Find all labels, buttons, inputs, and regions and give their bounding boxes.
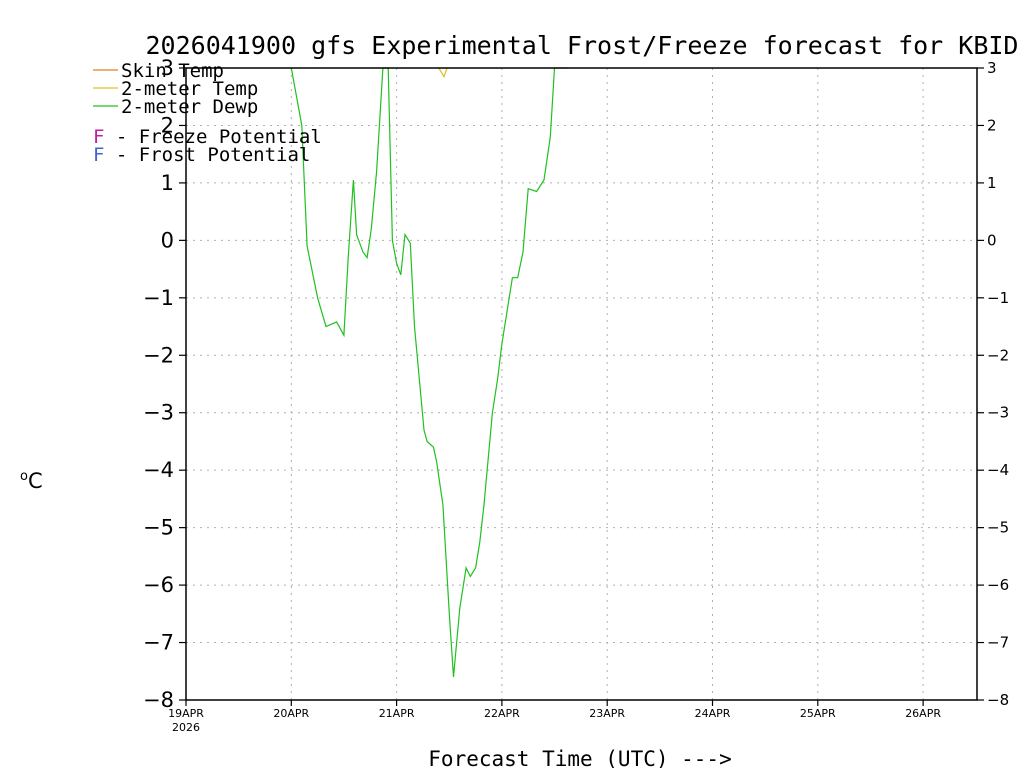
xtick-label-5: 24APR — [695, 707, 731, 720]
legend-label-2: 2-meter Dewp — [121, 96, 258, 118]
ytick-label-9: −6 — [143, 573, 174, 597]
ytick-label-0: 3 — [161, 56, 174, 80]
chart-title: 2026041900 gfs Experimental Frost/Freeze… — [146, 31, 1019, 60]
legend-flag-letter-0: F — [93, 126, 104, 148]
xtick-label-4: 23APR — [589, 707, 625, 720]
ytick-label-8: −5 — [143, 516, 174, 540]
legend-flag-1: F - Frost Potential — [93, 144, 310, 166]
ytick-label-10: −7 — [143, 631, 174, 655]
series-line-2-meter-dewp — [290, 67, 568, 678]
ytick-r-label-7: −4 — [987, 461, 1009, 479]
ytick-r-label-11: −8 — [987, 691, 1009, 709]
ytick-label-6: −3 — [143, 401, 174, 425]
ytick-r-label-9: −6 — [987, 576, 1009, 594]
y-axis-label-unit: C — [28, 469, 43, 493]
legend-label-0: Skin Temp — [121, 60, 224, 82]
legend-flag-0: F - Freeze Potential — [93, 126, 322, 148]
legend-flag-text-1: - Frost Potential — [104, 144, 310, 166]
plot-frame — [185, 67, 978, 701]
xtick-label-2: 21APR — [379, 707, 415, 720]
xtick-label-0: 19APR — [168, 707, 204, 720]
ytick-r-label-1: 2 — [987, 116, 997, 134]
xtick-label-3: 22APR — [484, 707, 520, 720]
ytick-r-label-4: −1 — [987, 289, 1009, 307]
ytick-r-label-10: −7 — [987, 634, 1009, 652]
ytick-label-4: −1 — [143, 286, 174, 310]
y-axis-right: 3 2 1 0 −1 −2 −3 −4 −5 −6 −7 −8 — [977, 59, 1009, 709]
legend-flag-text-0: - Freeze Potential — [104, 126, 321, 148]
series-group — [290, 67, 568, 678]
ytick-r-label-2: 1 — [987, 174, 997, 192]
xtick-label-6: 25APR — [800, 707, 836, 720]
y-axis-left: 3 2 1 0 −1 −2 −3 −4 −5 −6 −7 −8 — [143, 56, 186, 712]
ytick-label-5: −2 — [143, 343, 174, 367]
ytick-label-3: 0 — [161, 228, 174, 252]
ytick-r-label-8: −5 — [987, 519, 1009, 537]
series-line-2-meter-temp — [438, 67, 448, 78]
xtick-label-7: 26APR — [905, 707, 941, 720]
ytick-label-1: 2 — [161, 113, 174, 137]
ytick-label-11: −8 — [143, 688, 174, 712]
xtick-sublabel-0: 2026 — [172, 721, 200, 734]
ytick-r-label-0: 3 — [987, 59, 997, 77]
ytick-label-7: −4 — [143, 458, 174, 482]
ytick-r-label-5: −2 — [987, 346, 1009, 364]
xtick-label-1: 20APR — [273, 707, 309, 720]
x-axis-label: Forecast Time (UTC) ---> — [428, 747, 731, 768]
y-axis-label-degree: o — [20, 469, 28, 484]
legend-flag-letter-1: F — [93, 144, 104, 166]
ytick-r-label-3: 0 — [987, 231, 997, 249]
legend-label-1: 2-meter Temp — [121, 78, 258, 100]
ytick-label-2: 1 — [161, 171, 174, 195]
grid-lines — [186, 68, 977, 700]
ytick-r-label-6: −3 — [987, 404, 1009, 422]
y-axis-label: oC — [20, 469, 43, 493]
